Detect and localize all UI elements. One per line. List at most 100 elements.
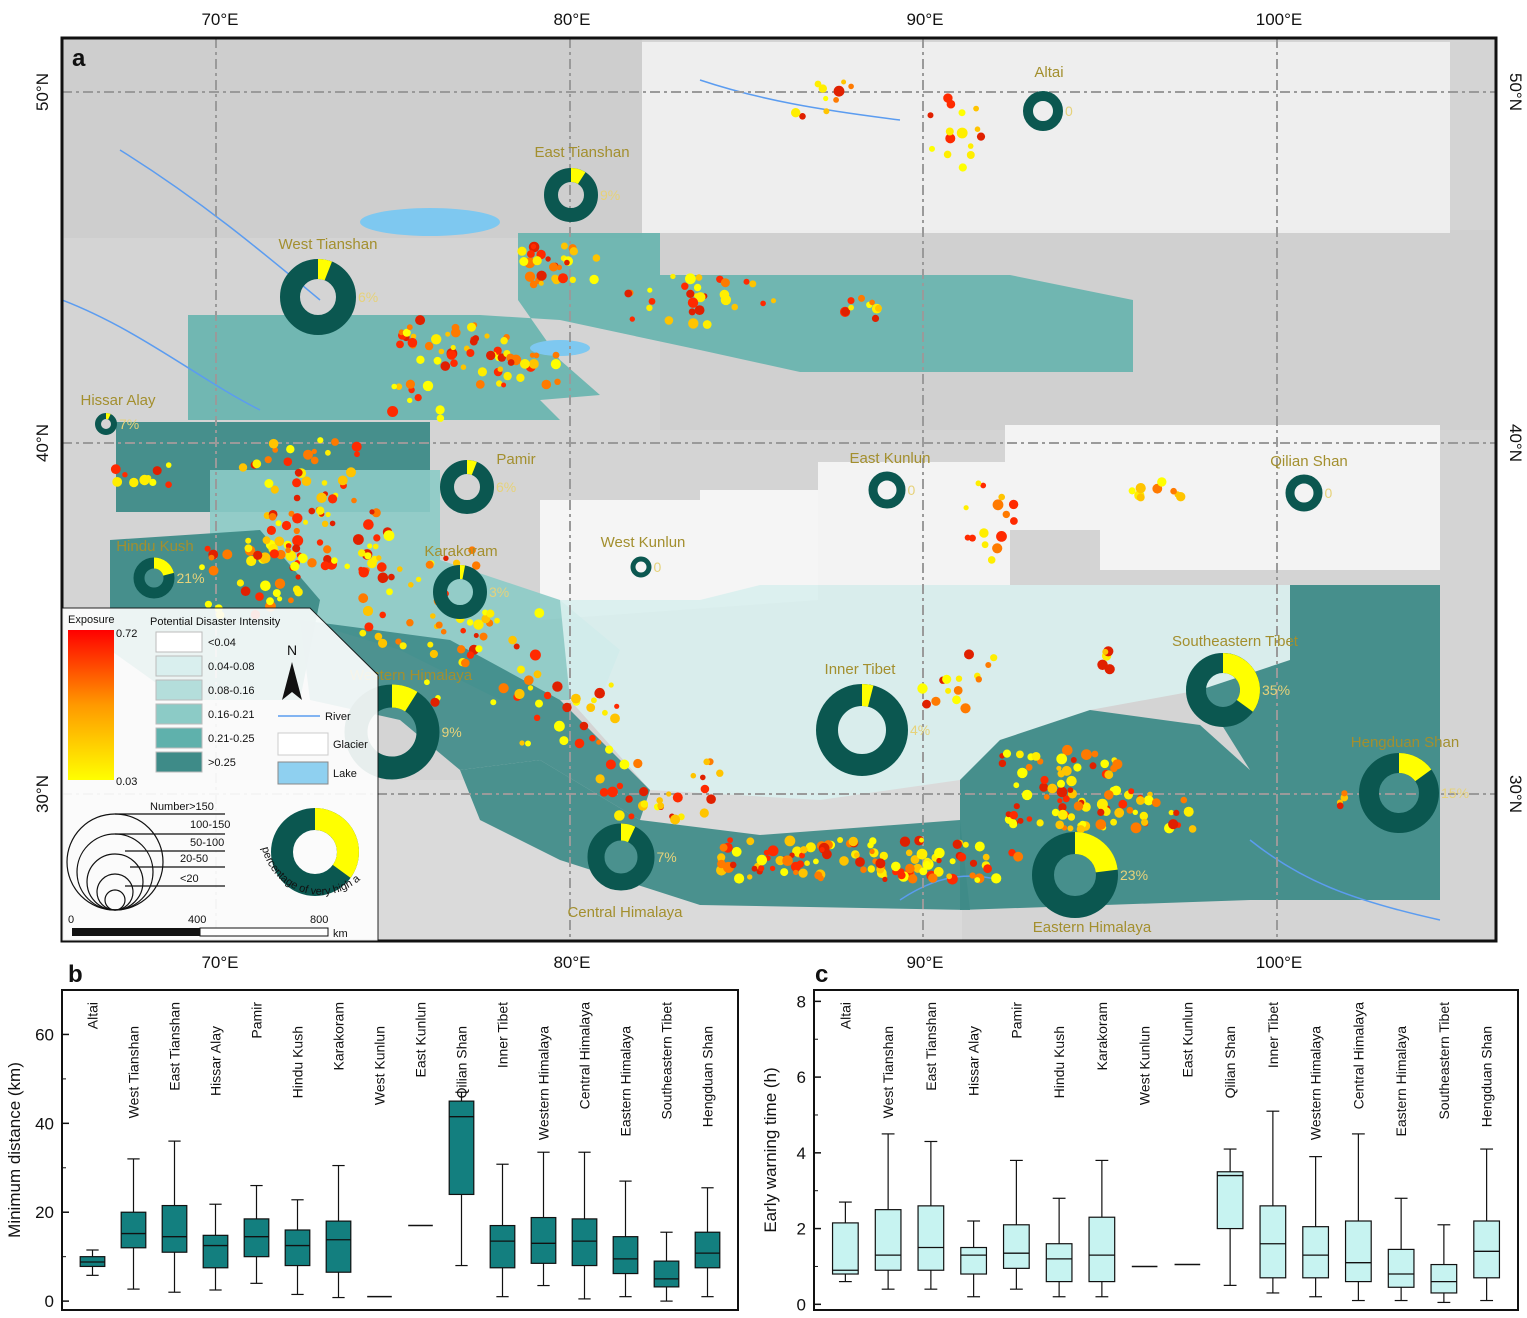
- lake-dot: [991, 873, 1002, 884]
- lake-dot: [538, 280, 544, 286]
- lon-label-100-bottom: 100°E: [1256, 953, 1303, 972]
- lake-dot: [720, 278, 730, 288]
- panel-c-box-pamir: Pamir: [1002, 1002, 1030, 1290]
- lake-dot: [639, 787, 649, 797]
- lake-dot: [814, 80, 822, 88]
- latitude-labels: 50°N 40°N 30°N 50°N 40°N 30°N: [33, 73, 1525, 813]
- lake-dot: [440, 628, 447, 635]
- lake-dot: [875, 304, 882, 312]
- lake-dot: [1136, 796, 1145, 805]
- lake-dot: [473, 633, 479, 638]
- panel-b-category-label: Pamir: [249, 1002, 265, 1039]
- lake-dot: [559, 736, 569, 746]
- lake-dot: [369, 509, 375, 515]
- lake-dot: [536, 270, 547, 281]
- lake-dot: [917, 683, 928, 694]
- lake-dot: [374, 632, 383, 641]
- lake-dot: [847, 297, 855, 305]
- lake-dot: [589, 274, 599, 285]
- lake-dot: [686, 289, 695, 298]
- lake-dot: [823, 108, 830, 115]
- lake-dot: [964, 534, 971, 541]
- lake-dot: [443, 555, 449, 561]
- lake-dot: [749, 280, 757, 288]
- lake-dot: [1170, 487, 1177, 495]
- lake-dot: [1055, 820, 1064, 830]
- lake-dot: [466, 619, 474, 626]
- lake-dot: [922, 699, 931, 709]
- lake-dot: [1095, 819, 1107, 830]
- lake-dot: [855, 857, 865, 867]
- lake-dot: [297, 553, 308, 564]
- lake-dot: [328, 494, 338, 504]
- lake-dot: [377, 562, 387, 572]
- lake-dot: [527, 685, 534, 691]
- pdi-swatch-3: [155, 703, 203, 725]
- lake-dot: [484, 333, 490, 339]
- lake-dot: [311, 448, 317, 454]
- lake-dot: [395, 383, 403, 391]
- lon-label-90-top: 90°E: [906, 10, 943, 29]
- lake-dot: [656, 797, 663, 804]
- lake-legend-label: Lake: [333, 768, 357, 780]
- lon-label-70-bottom: 70°E: [201, 953, 238, 972]
- lake-dot: [1111, 785, 1122, 796]
- panel-b-iqr-box: [120, 1211, 147, 1249]
- panel-b-iqr-box: [530, 1216, 557, 1264]
- lake-dot: [549, 262, 558, 272]
- region-pct-hengduan-shan: 15%: [1441, 785, 1469, 801]
- pdi-label-0: <0.04: [208, 637, 236, 649]
- lake-dot: [746, 837, 755, 846]
- lake-dot: [805, 842, 816, 853]
- lake-dot: [1025, 763, 1033, 771]
- lake-dot: [833, 85, 845, 97]
- lake-dot: [460, 627, 467, 634]
- lake-dot: [293, 494, 301, 502]
- panel-b-box-altai: Altai: [79, 1002, 106, 1276]
- lake-dot: [424, 679, 430, 686]
- lake-dot: [1132, 809, 1139, 815]
- panel-b-box-central-himalaya: Central Himalaya: [571, 1002, 598, 1300]
- lake-dot: [415, 315, 426, 326]
- lake-dot: [364, 622, 374, 632]
- lake-dot: [699, 808, 709, 818]
- lake-dot: [445, 331, 451, 337]
- donut-east-tianshan: [544, 168, 598, 222]
- panel-c-iqr-box: [1344, 1220, 1372, 1283]
- lake-dot: [292, 513, 303, 524]
- region-western-himalaya-area: [300, 620, 650, 820]
- lake-dot: [905, 863, 915, 874]
- panel-c-box-central-himalaya: Central Himalaya: [1344, 1002, 1372, 1302]
- lake-dot: [1040, 775, 1049, 785]
- panel-b-category-label: Inner Tibet: [495, 1002, 511, 1068]
- lake-dot: [592, 254, 601, 262]
- lake-dot: [1118, 799, 1128, 809]
- lake-dot: [329, 520, 336, 527]
- lake-dot: [647, 287, 653, 293]
- region-central-himalaya-area: [460, 760, 970, 910]
- panel-b-box-inner-tibet: Inner Tibet: [489, 1002, 516, 1298]
- lake-dot: [270, 485, 279, 494]
- lake-dot: [927, 112, 934, 119]
- lat-label-50-left: 50°N: [33, 73, 52, 111]
- lake-dot: [1188, 825, 1197, 833]
- lake-dot: [858, 294, 865, 302]
- panel-a-letter: a: [72, 45, 86, 72]
- lake-dot: [960, 703, 971, 714]
- lake-dot: [288, 597, 294, 604]
- lake-dot: [294, 468, 303, 477]
- lake-dot: [274, 536, 285, 547]
- lake-dot: [1013, 782, 1020, 789]
- lake-dot: [958, 163, 967, 172]
- lake-dot: [429, 649, 438, 659]
- lake-dot: [1043, 794, 1050, 800]
- lake-dot: [962, 841, 969, 848]
- lat-label-30-left: 30°N: [33, 775, 52, 813]
- lake-dot: [942, 674, 952, 684]
- lake-dot: [373, 534, 381, 542]
- lake-dot: [574, 738, 585, 749]
- lake-dot: [875, 858, 886, 869]
- panel-c-box-west-kunlun: West Kunlun: [1131, 1026, 1158, 1268]
- lake-dot: [1066, 775, 1077, 787]
- panel-c-chart: Early warning time (h) 0 2 4 6 8 Altai West Tia…: [761, 989, 1519, 1314]
